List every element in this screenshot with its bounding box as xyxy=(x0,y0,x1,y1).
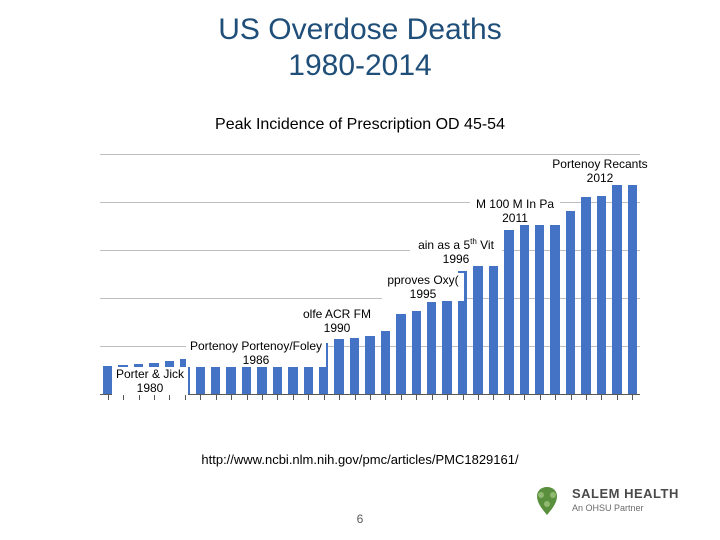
x-tick xyxy=(277,395,278,400)
bar xyxy=(535,220,545,395)
x-tick xyxy=(586,395,587,400)
bar xyxy=(334,339,344,395)
bar xyxy=(350,338,360,395)
annotation-oxy-1995: pproves Oxy(1995 xyxy=(382,273,464,301)
x-tick xyxy=(293,395,294,400)
bar xyxy=(628,169,638,395)
x-tick xyxy=(540,395,541,400)
x-tick xyxy=(169,395,170,400)
x-tick xyxy=(108,395,109,400)
bar xyxy=(612,184,622,395)
x-tick xyxy=(447,395,448,400)
title-line-1: US Overdose Deaths xyxy=(218,13,501,46)
x-tick xyxy=(385,395,386,400)
annotation-portenoy-1986: Portenoy Portenoy/Foley1986 xyxy=(186,339,326,367)
bar xyxy=(381,331,391,395)
annotation-portenoy-recants: Portenoy Recants2012 xyxy=(546,157,654,185)
x-tick xyxy=(262,395,263,400)
x-tick xyxy=(355,395,356,400)
bar xyxy=(520,222,530,395)
x-tick xyxy=(571,395,572,400)
x-tick xyxy=(247,395,248,400)
bar xyxy=(365,336,375,395)
bar xyxy=(489,252,499,395)
logo-line-1: SALEM HEALTH xyxy=(572,487,679,501)
slide-subtitle: Peak Incidence of Prescription OD 45-54 xyxy=(0,116,720,134)
x-tick xyxy=(493,395,494,400)
citation-url: http://www.ncbi.nlm.nih.gov/pmc/articles… xyxy=(0,452,720,467)
logo-line-2: An OHSU Partner xyxy=(572,501,679,515)
bar xyxy=(581,197,591,395)
annotation-iom-2011: M 100 M In Pa2011 xyxy=(470,197,560,225)
x-tick xyxy=(416,395,417,400)
x-tick xyxy=(478,395,479,400)
x-tick xyxy=(555,395,556,400)
annotation-wolfe-1990: olfe ACR FM1990 xyxy=(296,307,378,335)
title-line-2: 1980-2014 xyxy=(288,49,431,82)
x-tick xyxy=(601,395,602,400)
x-tick xyxy=(308,395,309,400)
x-tick xyxy=(185,395,186,400)
x-tick xyxy=(509,395,510,400)
x-tick xyxy=(200,395,201,400)
x-tick xyxy=(154,395,155,400)
x-tick xyxy=(324,395,325,400)
bar xyxy=(427,302,437,395)
bars-group xyxy=(100,155,640,395)
bar xyxy=(566,211,576,395)
bar xyxy=(550,217,560,395)
x-tick xyxy=(401,395,402,400)
x-tick xyxy=(632,395,633,400)
x-tick xyxy=(524,395,525,400)
overdose-bar-chart: Porter & Jick1980Portenoy Portenoy/Foley… xyxy=(100,155,640,395)
x-tick xyxy=(216,395,217,400)
bar xyxy=(412,311,422,395)
x-tick xyxy=(617,395,618,400)
bar xyxy=(473,263,483,395)
x-tick xyxy=(139,395,140,400)
x-tick xyxy=(123,395,124,400)
annotation-porter-jick: Porter & Jick1980 xyxy=(112,367,188,395)
slide-title: US Overdose Deaths 1980-2014 xyxy=(0,12,720,84)
bar xyxy=(504,230,514,395)
logo-text: SALEM HEALTH An OHSU Partner xyxy=(572,487,679,515)
bar xyxy=(396,314,406,395)
salem-health-logo: SALEM HEALTH An OHSU Partner xyxy=(530,480,690,522)
x-tick xyxy=(370,395,371,400)
x-tick xyxy=(339,395,340,400)
x-tick xyxy=(463,395,464,400)
bar xyxy=(597,196,607,395)
slide: US Overdose Deaths 1980-2014 Peak Incide… xyxy=(0,0,720,540)
logo-mark-icon xyxy=(530,484,564,518)
x-tick xyxy=(231,395,232,400)
x-tick xyxy=(432,395,433,400)
annotation-pain-5th-1996: ain as a 5th Vit1996 xyxy=(410,235,502,266)
